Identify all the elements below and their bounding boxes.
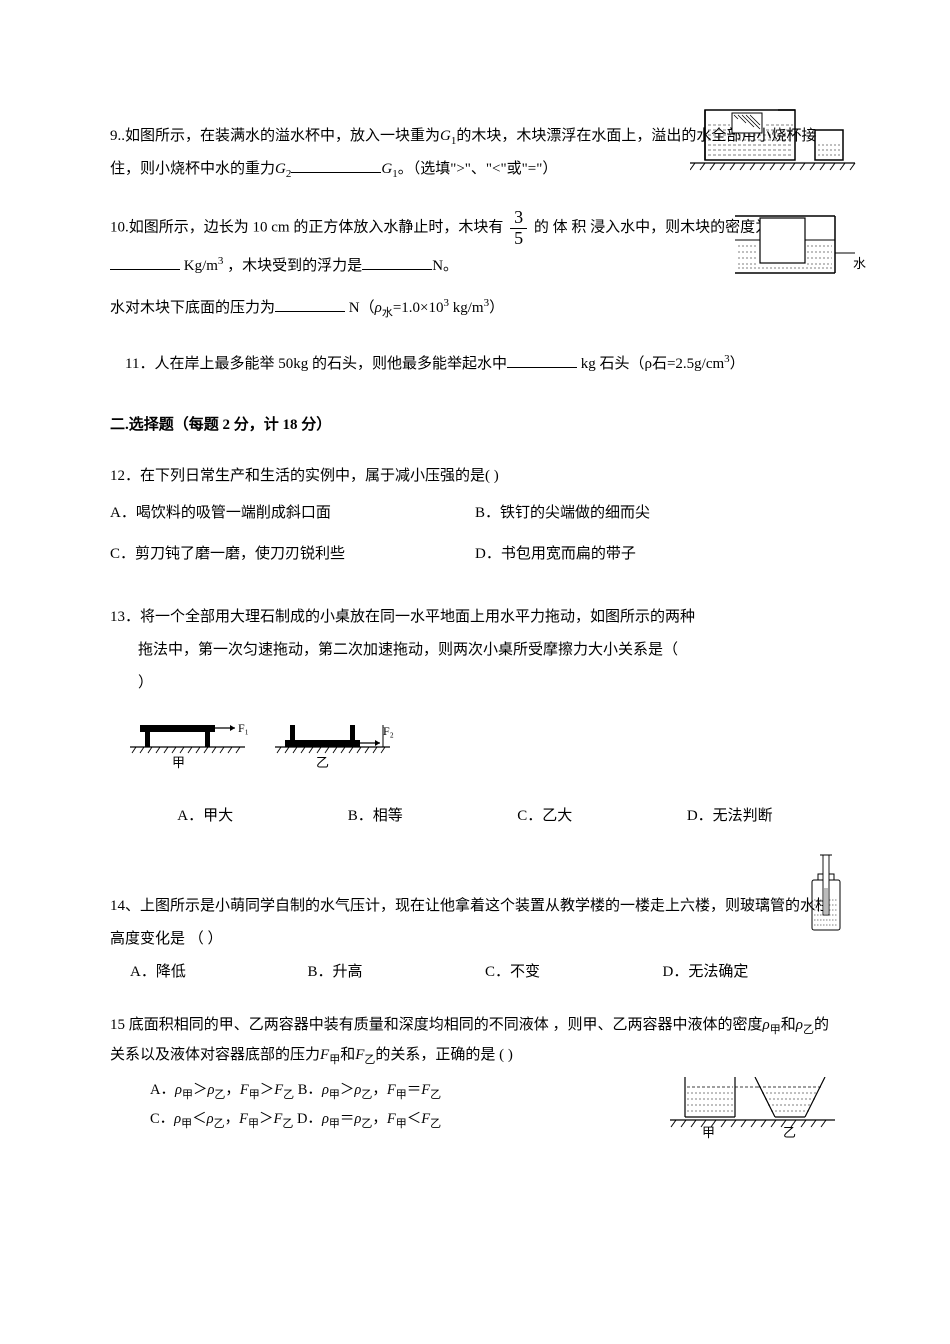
q11-text-2: kg 石头（ρ石=2.5g/cm [577, 356, 724, 372]
svg-text:甲: 甲 [172, 755, 185, 770]
question-15: 15 底面积相同的甲、乙两容器中装有质量和深度均相同的不同液体 ，则甲、乙两容器… [110, 1011, 840, 1155]
fraction-3-5: 35 [510, 208, 527, 249]
figure-q9 [690, 105, 860, 188]
figure-q13: F₁ 甲 F₂ 乙 [130, 715, 840, 788]
q12-optC: C．剪刀钝了磨一磨，使刀刃锐利些 [110, 538, 475, 571]
q10-text-5: N（ [345, 300, 375, 316]
svg-text:F₁: F₁ [238, 721, 249, 735]
q12-optA: A．喝饮料的吸管一端削成斜口面 [110, 497, 475, 530]
figure-q14 [800, 850, 850, 953]
q11-text-1: 11．人在岸上最多能举 50kg 的石头，则他最多能举起水中 [125, 356, 507, 372]
question-9: 9..如图所示，在装满水的溢水杯中，放入一块重为G1的木块，木块漂浮在水面上，溢… [110, 120, 840, 186]
blank-q10-3 [275, 297, 345, 312]
q14-optB: B．升高 [308, 956, 486, 989]
svg-text:F₂: F₂ [383, 724, 394, 738]
q10-text-3: ，木块受到的浮力是 [223, 258, 362, 274]
q15-stem-1: 15 底面积相同的甲、乙两容器中装有质量和深度均相同的不同液体 ，则甲、乙两容器… [110, 1017, 763, 1033]
q13-optC: C．乙大 [517, 800, 572, 833]
q9-text-3: 。（选填">"、"<"或"="） [398, 161, 558, 177]
blank-q11 [507, 353, 577, 368]
question-13: 13．将一个全部用大理石制成的小桌放在同一水平地面上用水平力拖动，如图所示的两种… [110, 601, 840, 833]
q9-g1: G [440, 128, 451, 144]
q14-optA: A．降低 [130, 956, 308, 989]
question-11: 11．人在岸上最多能举 50kg 的石头，则他最多能举起水中 kg 石头（ρ石=… [110, 347, 840, 381]
q9-g2: G [275, 161, 286, 177]
svg-text:甲: 甲 [702, 1125, 715, 1140]
question-14: 14、上图所示是小萌同学自制的水气压计，现在让他拿着这个装置从教学楼的一楼走上六… [110, 890, 840, 989]
q14-optC: C．不变 [485, 956, 663, 989]
q12-optD: D．书包用宽而扁的带子 [475, 538, 840, 571]
q10-unit-1: Kg/m [180, 258, 218, 274]
q10-text-1: 10.如图所示，边长为 10 cm 的正方体放入水静止时，木块有 [110, 220, 503, 236]
svg-text:乙: 乙 [783, 1125, 796, 1140]
q14-optD: D．无法确定 [663, 956, 841, 989]
q14-stem: 14、上图所示是小萌同学自制的水气压计，现在让他拿着这个装置从教学楼的一楼走上六… [110, 890, 840, 956]
svg-text:水: 水 [853, 256, 866, 271]
blank-q10-1 [110, 255, 180, 270]
question-10: 水 10.如图所示，边长为 10 cm 的正方体放入水静止时，木块有 35 的 … [110, 208, 840, 325]
q13-stem: 13．将一个全部用大理石制成的小桌放在同一水平地面上用水平力拖动，如图所示的两种… [110, 601, 840, 700]
q13-optB: B．相等 [348, 800, 403, 833]
q13-optA: A．甲大 [177, 800, 233, 833]
section-2-header: 二.选择题（每题 2 分，计 18 分） [110, 409, 840, 442]
q13-optD: D．无法判断 [687, 800, 773, 833]
q9-g1b: G [381, 161, 392, 177]
blank-q10-2 [362, 255, 432, 270]
q10-unit-2: N。 [432, 258, 458, 274]
figure-q10: 水 [735, 198, 870, 311]
q10-text-4: 水对木块下底面的压力为 [110, 300, 275, 316]
q12-stem: 12．在下列日常生产和生活的实例中，属于减小压强的是( ) [110, 460, 840, 493]
question-12: 12．在下列日常生产和生活的实例中，属于减小压强的是( ) A．喝饮料的吸管一端… [110, 460, 840, 579]
figure-q15: 甲 乙 [670, 1077, 840, 1156]
svg-text:乙: 乙 [316, 755, 329, 770]
q9-text-1: 9..如图所示，在装满水的溢水杯中，放入一块重为 [110, 128, 440, 144]
blank-q9 [291, 158, 381, 173]
q12-optB: B．铁钉的尖端做的细而尖 [475, 497, 840, 530]
